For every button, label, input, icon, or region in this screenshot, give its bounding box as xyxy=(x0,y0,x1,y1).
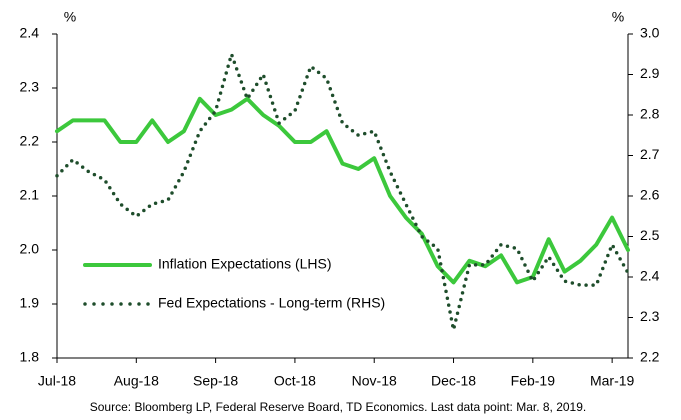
legend-label: Inflation Expectations (LHS) xyxy=(158,256,332,272)
y2-tick-label: 2.9 xyxy=(640,65,660,81)
y-tick-label: 2.1 xyxy=(20,187,40,203)
y-tick-label: 2.0 xyxy=(20,241,40,257)
x-tick-label: Feb-19 xyxy=(511,373,556,389)
y-axis-label: % xyxy=(64,9,76,25)
legend-label: Fed Expectations - Long-term (RHS) xyxy=(158,295,385,311)
x-tick-label: Oct-18 xyxy=(274,373,316,389)
y-tick-label: 1.9 xyxy=(20,295,40,311)
y2-axis-label: % xyxy=(612,9,624,25)
y-tick-label: 2.4 xyxy=(20,25,40,41)
x-tick-label: Nov-18 xyxy=(352,373,397,389)
x-tick-label: Mar-19 xyxy=(590,373,635,389)
y2-tick-label: 2.2 xyxy=(640,349,660,365)
y2-tick-label: 2.6 xyxy=(640,187,660,203)
y2-tick-label: 2.3 xyxy=(640,308,660,324)
source-note: Source: Bloomberg LP, Federal Reserve Bo… xyxy=(90,400,587,414)
x-tick-label: Jul-18 xyxy=(38,373,76,389)
dotted-line xyxy=(55,52,630,332)
x-tick-label: Dec-18 xyxy=(431,373,476,389)
x-tick-label: Sep-18 xyxy=(193,373,238,389)
y2-tick-label: 2.8 xyxy=(640,106,660,122)
y2-tick-label: 2.5 xyxy=(640,227,660,243)
y2-tick-label: 2.4 xyxy=(640,268,660,284)
x-tick-label: Aug-18 xyxy=(114,373,159,389)
y-tick-label: 2.3 xyxy=(20,79,40,95)
y2-tick-label: 2.7 xyxy=(640,146,660,162)
y2-tick-label: 3.0 xyxy=(640,25,660,41)
line xyxy=(55,96,630,285)
y-tick-label: 1.8 xyxy=(20,349,40,365)
y-tick-label: 2.2 xyxy=(20,133,40,149)
